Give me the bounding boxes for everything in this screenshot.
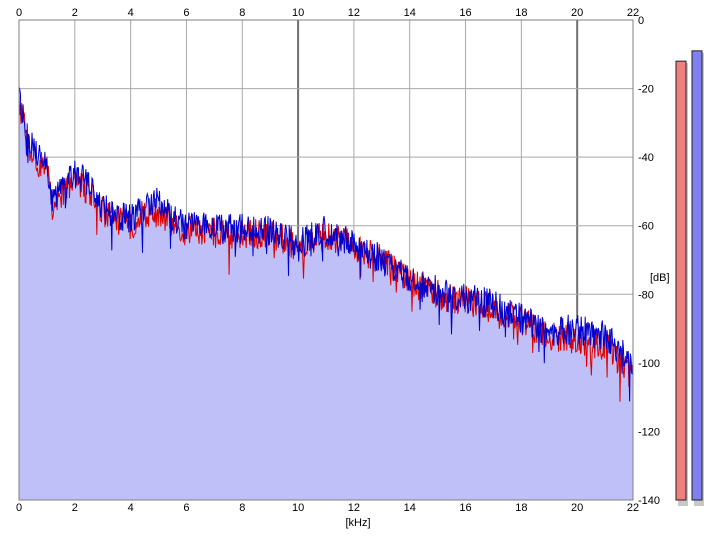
y-axis-label: [dB] bbox=[650, 272, 670, 284]
series-layer bbox=[18, 86, 634, 402]
series-line-0 bbox=[18, 91, 634, 402]
top-tick-label: 22 bbox=[627, 7, 639, 19]
level-meter-bar bbox=[691, 50, 703, 501]
bottom-tick-label: 6 bbox=[183, 502, 189, 514]
top-tick-label: 2 bbox=[72, 7, 78, 19]
bottom-tick-labels: 0 2 4 6 8 10 12 14 16 18 20 22 bbox=[16, 502, 639, 514]
bottom-tick-label: 12 bbox=[348, 502, 360, 514]
right-tick-label: -140 bbox=[638, 495, 660, 507]
top-tick-label: 14 bbox=[404, 7, 416, 19]
top-tick-label: 18 bbox=[515, 7, 527, 19]
bottom-tick-label: 14 bbox=[404, 502, 416, 514]
series-line-1 bbox=[18, 86, 634, 402]
top-tick-label: 16 bbox=[459, 7, 471, 19]
right-tick-label: -20 bbox=[638, 84, 654, 96]
top-tick-label: 0 bbox=[16, 7, 22, 19]
right-tick-label: -40 bbox=[638, 152, 654, 164]
right-tick-labels: 0 -20 -40 -60 -80 -100 -120 -140 bbox=[638, 15, 660, 507]
top-tick-label: 4 bbox=[128, 7, 134, 19]
right-tick-label: -60 bbox=[638, 221, 654, 233]
bottom-tick-label: 20 bbox=[571, 502, 583, 514]
top-tick-label: 12 bbox=[348, 7, 360, 19]
top-tick-label: 20 bbox=[571, 7, 583, 19]
bottom-tick-label: 4 bbox=[128, 502, 134, 514]
right-tick-label: -100 bbox=[638, 358, 660, 370]
level-meters bbox=[675, 50, 704, 507]
x-axis-label: [kHz] bbox=[345, 517, 370, 529]
top-tick-labels: 0 2 4 6 8 10 12 14 16 18 20 22 bbox=[16, 7, 639, 19]
level-meter-bar bbox=[675, 60, 687, 501]
top-tick-label: 8 bbox=[239, 7, 245, 19]
bottom-tick-label: 0 bbox=[16, 502, 22, 514]
spectrum-fill-area bbox=[19, 87, 633, 500]
right-tick-label: -80 bbox=[638, 289, 654, 301]
bottom-tick-label: 16 bbox=[459, 502, 471, 514]
bottom-tick-label: 8 bbox=[239, 502, 245, 514]
bottom-tick-label: 10 bbox=[292, 502, 304, 514]
right-tick-label: 0 bbox=[638, 15, 644, 27]
bottom-tick-label: 18 bbox=[515, 502, 527, 514]
top-tick-label: 10 bbox=[292, 7, 304, 19]
top-tick-label: 6 bbox=[183, 7, 189, 19]
right-tick-label: -120 bbox=[638, 426, 660, 438]
bottom-tick-label: 2 bbox=[72, 502, 78, 514]
bottom-tick-label: 22 bbox=[627, 502, 639, 514]
plot-frame bbox=[18, 19, 634, 501]
